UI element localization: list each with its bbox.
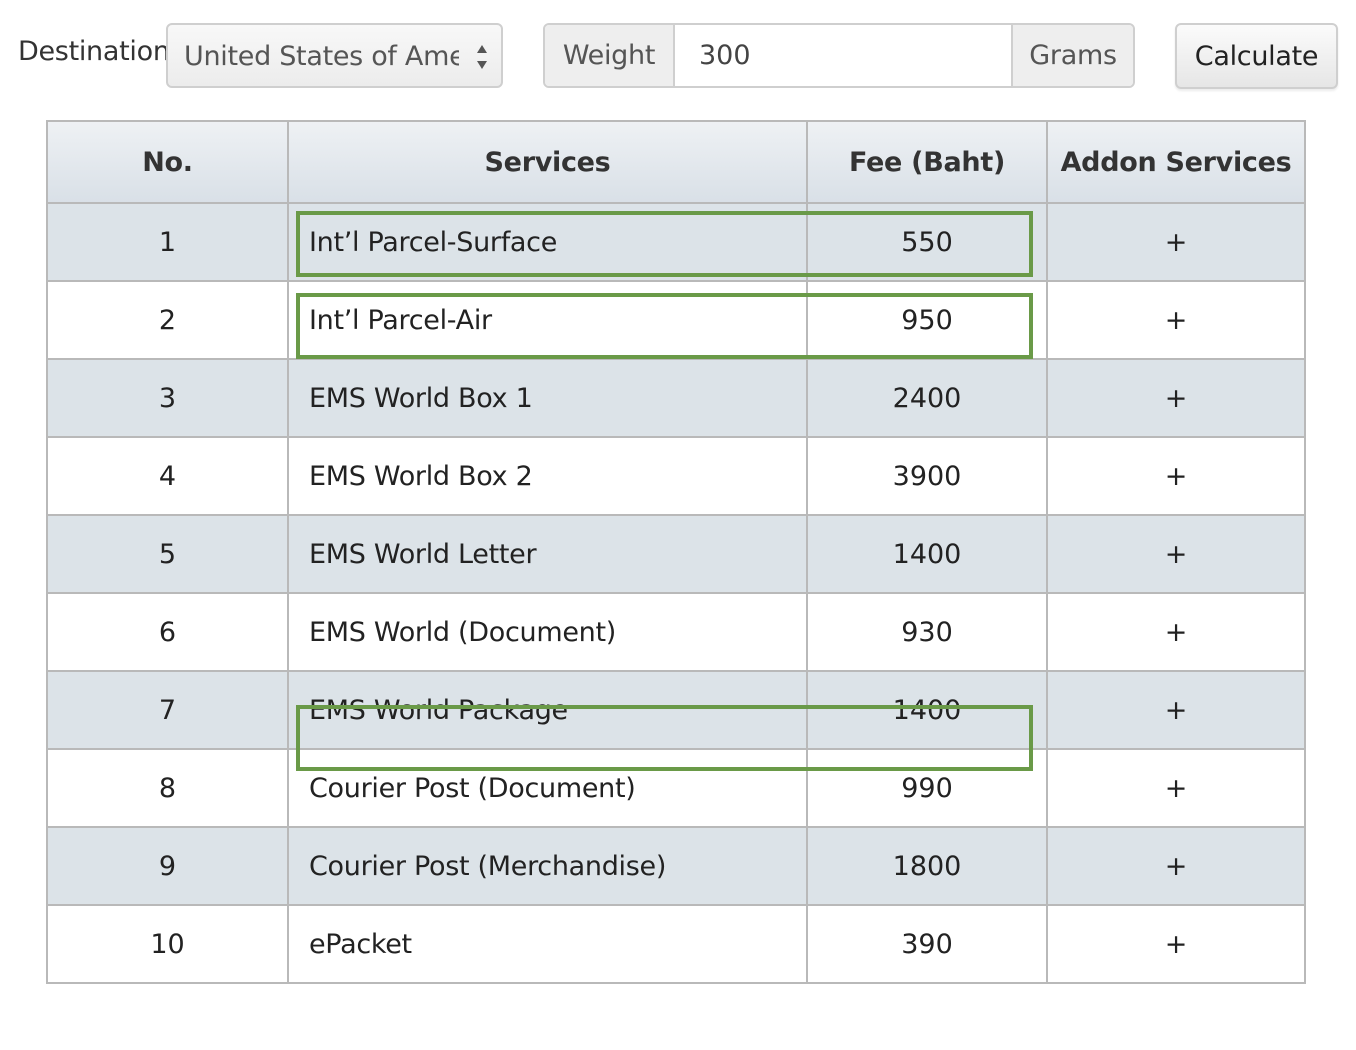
addon-plus-button[interactable]: +	[1046, 748, 1306, 828]
service-name: EMS World Box 1	[287, 358, 808, 438]
row-number: 4	[46, 436, 289, 516]
select-arrows-icon	[475, 43, 489, 71]
calculate-button[interactable]: Calculate	[1175, 23, 1338, 89]
destination-label: Destination	[18, 36, 170, 67]
header-fee: Fee (Baht)	[806, 120, 1048, 204]
weight-unit: Grams	[1011, 25, 1133, 86]
table-header-row: No. Services Fee (Baht) Addon Services	[46, 120, 1306, 204]
table-row: 7 EMS World Package 1400 +	[46, 670, 1306, 750]
addon-plus-button[interactable]: +	[1046, 826, 1306, 906]
fee-value: 550	[806, 202, 1048, 282]
row-number: 6	[46, 592, 289, 672]
destination-value: United States of Ameri	[184, 41, 459, 72]
addon-plus-button[interactable]: +	[1046, 280, 1306, 360]
header-addon-services: Addon Services	[1046, 120, 1306, 204]
service-name: ePacket	[287, 904, 808, 984]
service-name: EMS World Box 2	[287, 436, 808, 516]
table-row: 2 Int’l Parcel-Air 950 +	[46, 280, 1306, 360]
addon-plus-button[interactable]: +	[1046, 592, 1306, 672]
weight-label: Weight	[545, 25, 675, 86]
addon-plus-button[interactable]: +	[1046, 670, 1306, 750]
fee-value: 3900	[806, 436, 1048, 516]
weight-input-group: Weight 300 Grams	[543, 23, 1135, 88]
header-no: No.	[46, 120, 289, 204]
table-row: 10 ePacket 390 +	[46, 904, 1306, 984]
service-name: Courier Post (Document)	[287, 748, 808, 828]
rates-table: No. Services Fee (Baht) Addon Services 1…	[46, 120, 1306, 984]
addon-plus-button[interactable]: +	[1046, 436, 1306, 516]
addon-plus-button[interactable]: +	[1046, 358, 1306, 438]
table-row: 6 EMS World (Document) 930 +	[46, 592, 1306, 672]
service-name: EMS World Package	[287, 670, 808, 750]
addon-plus-button[interactable]: +	[1046, 514, 1306, 594]
service-name: Int’l Parcel-Air	[287, 280, 808, 360]
row-number: 5	[46, 514, 289, 594]
fee-value: 1800	[806, 826, 1048, 906]
row-number: 7	[46, 670, 289, 750]
addon-plus-button[interactable]: +	[1046, 904, 1306, 984]
table-row: 9 Courier Post (Merchandise) 1800 +	[46, 826, 1306, 906]
table-row: 4 EMS World Box 2 3900 +	[46, 436, 1306, 516]
table-row: 1 Int’l Parcel-Surface 550 +	[46, 202, 1306, 282]
fee-value: 990	[806, 748, 1048, 828]
row-number: 8	[46, 748, 289, 828]
fee-value: 930	[806, 592, 1048, 672]
addon-plus-button[interactable]: +	[1046, 202, 1306, 282]
service-name: EMS World (Document)	[287, 592, 808, 672]
fee-value: 390	[806, 904, 1048, 984]
table-row: 5 EMS World Letter 1400 +	[46, 514, 1306, 594]
destination-select[interactable]: United States of Ameri	[166, 23, 503, 88]
service-name: Int’l Parcel-Surface	[287, 202, 808, 282]
service-name: Courier Post (Merchandise)	[287, 826, 808, 906]
weight-input[interactable]: 300	[699, 40, 751, 71]
service-name: EMS World Letter	[287, 514, 808, 594]
header-services: Services	[287, 120, 808, 204]
row-number: 9	[46, 826, 289, 906]
fee-value: 2400	[806, 358, 1048, 438]
row-number: 2	[46, 280, 289, 360]
row-number: 3	[46, 358, 289, 438]
fee-value: 950	[806, 280, 1048, 360]
fee-value: 1400	[806, 514, 1048, 594]
table-row: 3 EMS World Box 1 2400 +	[46, 358, 1306, 438]
fee-value: 1400	[806, 670, 1048, 750]
row-number: 1	[46, 202, 289, 282]
table-row: 8 Courier Post (Document) 990 +	[46, 748, 1306, 828]
row-number: 10	[46, 904, 289, 984]
